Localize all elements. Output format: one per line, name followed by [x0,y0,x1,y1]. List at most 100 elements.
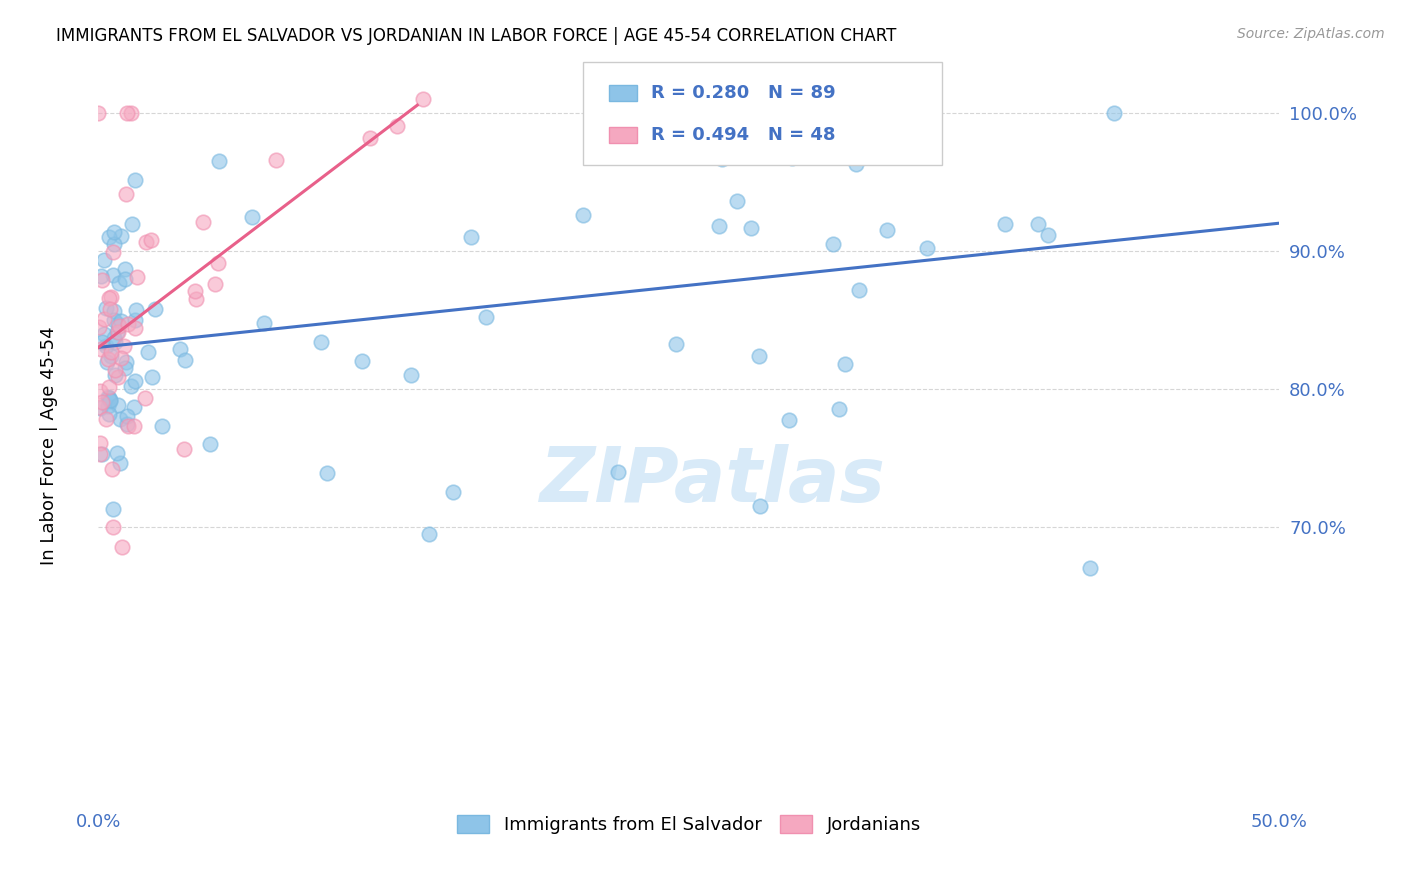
Text: IMMIGRANTS FROM EL SALVADOR VS JORDANIAN IN LABOR FORCE | AGE 45-54 CORRELATION : IMMIGRANTS FROM EL SALVADOR VS JORDANIAN… [56,27,897,45]
Point [134,391,156,405]
Point [108,276,131,290]
Point [115,409,138,423]
Point [101,501,124,516]
Point [94,412,117,426]
Point [97,352,120,367]
Point [135,235,157,250]
Point [834,357,856,371]
Point [876,223,898,237]
Point [1036,228,1059,243]
Point [89,447,111,461]
Point [725,194,748,208]
Point [110,314,132,328]
Point [93,311,115,326]
Point [174,353,197,368]
Point [114,361,136,376]
Point [441,485,464,500]
Point [124,313,146,327]
Point [98,393,121,408]
Point [110,351,132,366]
Point [94,301,117,315]
Point [114,261,136,276]
Point [709,219,731,233]
Point [204,277,226,291]
Point [848,284,870,298]
Point [103,225,125,239]
Point [117,317,139,331]
Point [124,400,146,414]
Point [103,303,125,318]
Point [121,217,143,231]
Point [103,363,125,377]
Point [98,301,121,316]
Point [173,442,195,457]
Point [101,268,124,282]
Point [207,153,229,168]
Point [91,272,114,286]
Point [103,331,125,345]
Point [103,313,125,327]
Point [90,447,112,461]
Point [103,245,125,260]
Point [93,326,115,341]
Point [87,105,110,120]
Point [141,233,163,247]
Point [1080,561,1102,575]
Point [474,310,496,325]
Point [1102,105,1125,120]
Point [105,325,128,339]
Point [309,335,332,350]
Point [97,291,120,305]
Point [101,520,124,534]
Point [114,272,136,286]
Point [89,320,111,334]
Point [98,394,121,409]
Point [108,318,131,333]
Text: Source: ZipAtlas.com: Source: ZipAtlas.com [1237,27,1385,41]
Point [108,456,131,470]
Point [115,355,138,369]
Point [91,395,114,409]
Point [93,253,115,268]
Point [827,402,849,417]
Point [89,384,111,398]
Point [96,355,118,369]
Point [89,401,111,416]
Point [107,317,129,331]
Point [98,407,121,421]
Point [101,462,124,476]
Point [87,400,110,414]
Point [112,339,135,353]
Point [845,157,868,171]
Text: R = 0.494   N = 48: R = 0.494 N = 48 [651,126,835,144]
Point [150,419,173,434]
Legend: Immigrants from El Salvador, Jordanians: Immigrants from El Salvador, Jordanians [450,807,928,841]
Point [193,215,215,229]
Point [124,321,146,335]
Point [115,105,138,120]
Point [97,390,120,404]
Point [136,345,159,359]
Point [97,399,120,413]
Point [823,237,845,252]
Point [253,316,276,330]
Point [108,412,131,426]
Point [460,230,482,244]
Point [100,345,122,359]
Point [94,339,117,353]
Point [385,120,408,134]
Point [125,303,148,318]
Point [316,466,339,480]
Point [121,105,143,120]
Point [359,130,381,145]
Point [104,368,127,382]
Point [200,437,222,451]
Point [120,379,142,393]
Point [915,241,938,255]
Point [103,335,125,350]
Point [107,370,129,384]
Point [111,541,134,555]
Point [90,342,112,356]
Point [97,380,120,394]
Point [264,153,287,167]
